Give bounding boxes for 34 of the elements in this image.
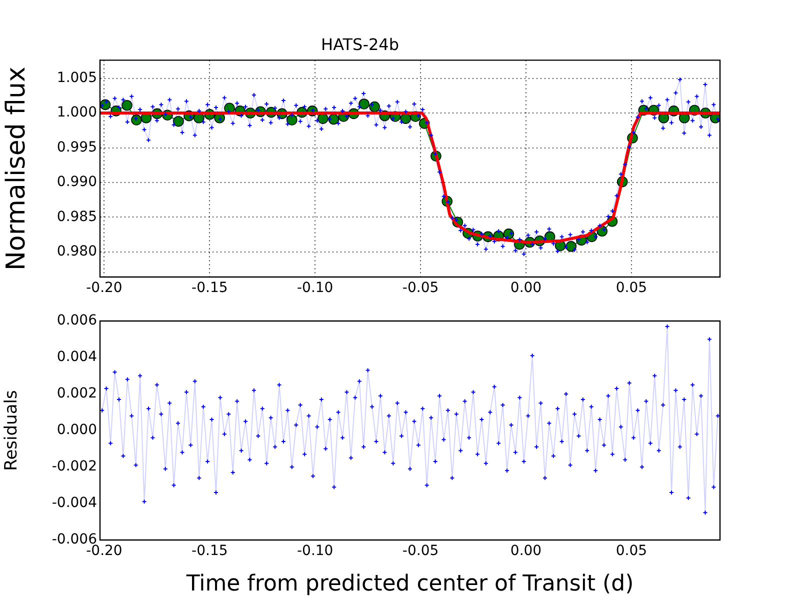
y-tick-label: 0.985 [56,208,97,225]
point [318,113,328,124]
y-axis-title: Residuals [2,390,22,471]
y-tick-label: -0.002 [52,458,97,475]
point [286,114,298,126]
x-tick-label: 0.05 [616,280,648,296]
y-tick-label: 0.000 [56,422,97,438]
x-tick-label: 0.00 [510,543,542,560]
y-tick-label: 0.004 [56,349,98,366]
y-tick-label: 1.000 [56,104,97,121]
point [358,98,370,110]
y-tick-label: 0.990 [56,174,97,190]
x-tick-label: 0.00 [510,280,542,296]
x-axis-title: Time from predicted center of Transit (d) [185,572,634,597]
y-tick-label: 0.980 [56,244,97,260]
y-tick-label: 1.005 [56,70,97,86]
point [131,114,142,126]
y-tick-label: -0.004 [52,495,98,512]
x-tick-label: -0.05 [402,543,439,560]
x-tick-label: -0.10 [296,543,334,560]
x-tick-label: -0.05 [402,280,439,296]
chart-title: HATS-24b [321,34,399,54]
x-tick-label: -0.15 [192,280,228,296]
point [566,241,577,252]
x-tick-label: -0.20 [86,280,122,296]
point [122,100,132,111]
y-tick-label: 0.995 [56,139,97,156]
point [173,116,184,127]
y-tick-label: 0.006 [56,312,98,329]
y-axis-title: Normalised flux [1,66,32,271]
x-tick-label: -0.15 [192,543,228,560]
x-tick-label: -0.10 [296,280,334,296]
x-tick-label: 0.05 [616,543,648,560]
y-tick-label: 0.002 [56,386,97,402]
